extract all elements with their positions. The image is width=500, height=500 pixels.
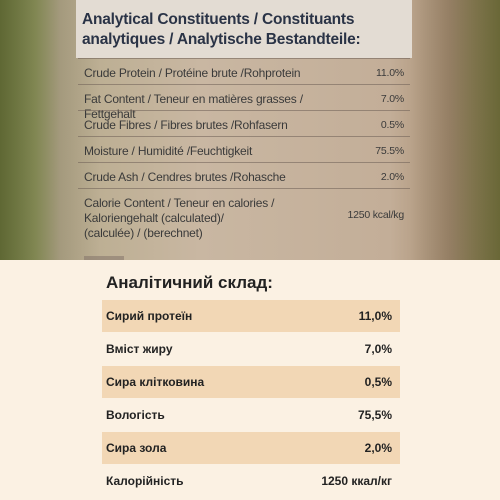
label-row-value: 11.0% [376,67,404,79]
label-divider [78,84,410,85]
translation-row-moisture: Вологість 75,5% [102,399,400,431]
translation-row-value: 75,5% [357,408,392,422]
translation-row-name: Сира зола [106,441,167,455]
label-row-value: 0.5% [380,119,404,131]
translation-row-value: 1250 ккал/кг [321,474,392,488]
label-divider [78,136,410,137]
label-calorie-line-2: Kaloriengehalt (calculated)/ [84,211,224,225]
label-divider [78,162,410,163]
translation-row-name: Сирий протеїн [106,309,193,323]
translation-row-value: 7,0% [364,342,392,356]
translation-row-fibre: Сира клітковина 0,5% [102,366,400,398]
translation-row-fat: Вміст жиру 7,0% [102,333,400,365]
label-calorie-name: Calorie Content / Teneur en calories / K… [84,196,354,241]
label-divider [78,188,410,189]
translation-row-name: Вміст жиру [106,342,173,356]
label-row-name: Crude Fibres / Fibres brutes /Rohfasern [84,118,288,132]
label-calorie-line-3: (calculée) / (berechnet) [84,226,203,240]
label-heading-band [76,0,412,58]
translation-row-name: Калорійність [106,474,184,488]
label-divider [78,58,410,59]
label-heading-line-1: Analytical Constituents / Constituants [82,11,355,28]
translation-row-calorie: Калорійність 1250 ккал/кг [102,465,400,497]
label-row-value: 7.0% [380,93,404,105]
label-row-value: 75.5% [375,145,404,157]
translation-row-name: Вологість [106,408,165,422]
label-calorie-line-1: Calorie Content / Teneur en calories / [84,196,275,210]
label-row-value: 2.0% [380,171,404,183]
translation-row-value: 2,0% [364,441,392,455]
label-calorie-value: 1250 kcal/kg [347,209,404,221]
label-heading-line-2: analytiques / Analytische Bestandteile: [82,31,361,48]
label-heading: Analytical Constituents / Constituants a… [82,10,402,50]
translation-row-value: 0,5% [364,375,392,389]
label-cut-off-text [84,256,124,260]
label-row-name: Crude Ash / Cendres brutes /Rohasche [84,170,286,184]
label-row-name: Moisture / Humidité /Feuchtigkeit [84,144,253,158]
translation-title: Аналітичний склад: [106,273,273,292]
label-row-name: Crude Protein / Protéine brute /Rohprote… [84,66,301,80]
translation-row-name: Сира клітковина [106,375,205,389]
translation-row-protein: Сирий протеїн 11,0% [102,300,400,332]
translation-row-ash: Сира зола 2,0% [102,432,400,464]
label-divider [78,110,410,111]
translation-row-value: 11,0% [358,309,392,323]
